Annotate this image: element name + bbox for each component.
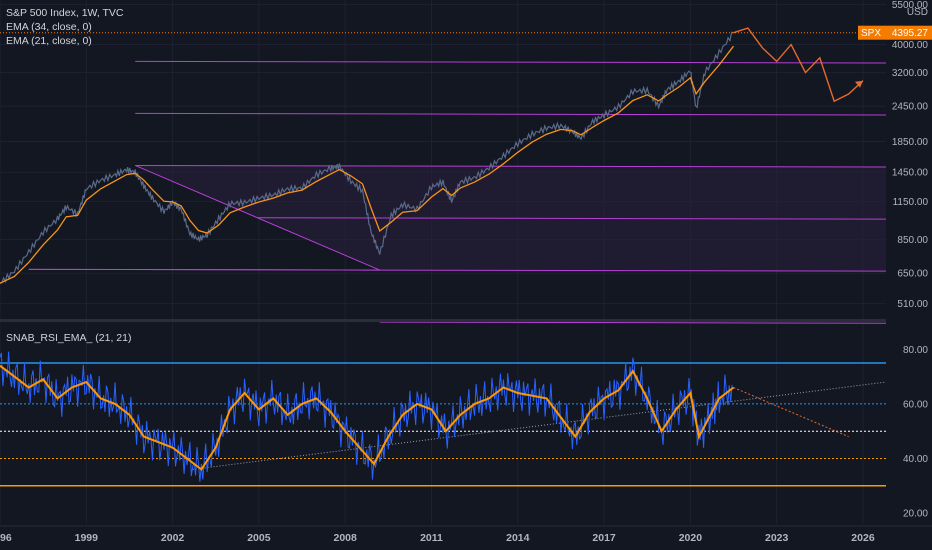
symbol-title[interactable]: S&P 500 Index, 1W, TVC [6, 7, 124, 19]
price-projection [733, 27, 864, 103]
ema-line [0, 45, 735, 284]
osc-tick-label: 80.00 [903, 345, 928, 356]
y-tick-label: 510.00 [897, 299, 928, 310]
price-tag-bg [858, 25, 932, 40]
axis-background [886, 0, 932, 550]
x-tick-label: 2020 [679, 532, 703, 544]
channel-handle [28, 268, 380, 271]
oscillator-legend: SNAB_RSI_EMA_ (21, 21) [6, 331, 131, 345]
price-tag: SPX 4395.27 [858, 25, 932, 40]
oscillator-title[interactable]: SNAB_RSI_EMA_ (21, 21) [6, 332, 132, 344]
oscillator-levels [0, 362, 886, 487]
price-legend: S&P 500 Index, 1W, TVC EMA (34, close, 0… [6, 6, 124, 48]
currency-label: USD [907, 7, 928, 18]
projection-arrow [854, 80, 863, 88]
x-tick-label: 2011 [420, 532, 443, 544]
y-tick-label: 4000.00 [892, 40, 929, 51]
ema34-legend[interactable]: EMA (34, close, 0) [6, 21, 92, 33]
x-tick-label: 2005 [247, 532, 271, 544]
panel-separator [0, 319, 932, 322]
channel-line [135, 164, 887, 168]
channel-line [257, 217, 887, 220]
price-tag-symbol: SPX [861, 28, 881, 39]
price-line [0, 31, 734, 284]
channel-line [135, 112, 887, 116]
channel-line [135, 60, 887, 64]
pitchfork-channel [28, 60, 887, 324]
y-tick-label: 1850.00 [892, 137, 929, 148]
x-tick-label: 1999 [75, 532, 99, 544]
x-tick-label: 96 [0, 532, 12, 544]
ema21-legend[interactable]: EMA (21, close, 0) [6, 35, 92, 47]
channel-handle [135, 164, 380, 271]
y-tick-label: 2450.00 [892, 102, 929, 113]
time-axis: 96 1999 2002 2005 2008 2011 2014 2017 2020 2023 20… [0, 525, 932, 550]
price-tag-value: 4395.27 [892, 28, 929, 39]
x-tick-label: 2017 [592, 532, 616, 544]
channel-line [379, 321, 887, 324]
y-tick-label: 650.00 [897, 269, 928, 280]
x-tick-label: 2026 [851, 532, 875, 544]
oscillator-trendline [192, 381, 887, 470]
x-tick-label: 2023 [765, 532, 789, 544]
osc-tick-label: 20.00 [903, 509, 928, 520]
y-tick-label: 5500.00 [892, 0, 929, 11]
x-tick-label: 2014 [506, 532, 530, 544]
y-tick-label: 850.00 [897, 235, 928, 246]
rsi-ema-line [0, 364, 735, 471]
y-tick-label: 1450.00 [892, 168, 929, 179]
oscillator-series [0, 351, 735, 482]
osc-tick-label: 60.00 [903, 399, 928, 410]
time-axis-bg [0, 526, 932, 550]
price-series [0, 27, 886, 284]
osc-tick-label: 40.00 [903, 454, 928, 465]
y-tick-label: 1150.00 [893, 197, 929, 208]
oscillator-projection [733, 387, 849, 438]
x-tick-label: 2008 [334, 532, 358, 544]
y-tick-label: 3200.00 [892, 68, 929, 79]
x-tick-label: 2002 [161, 532, 185, 544]
